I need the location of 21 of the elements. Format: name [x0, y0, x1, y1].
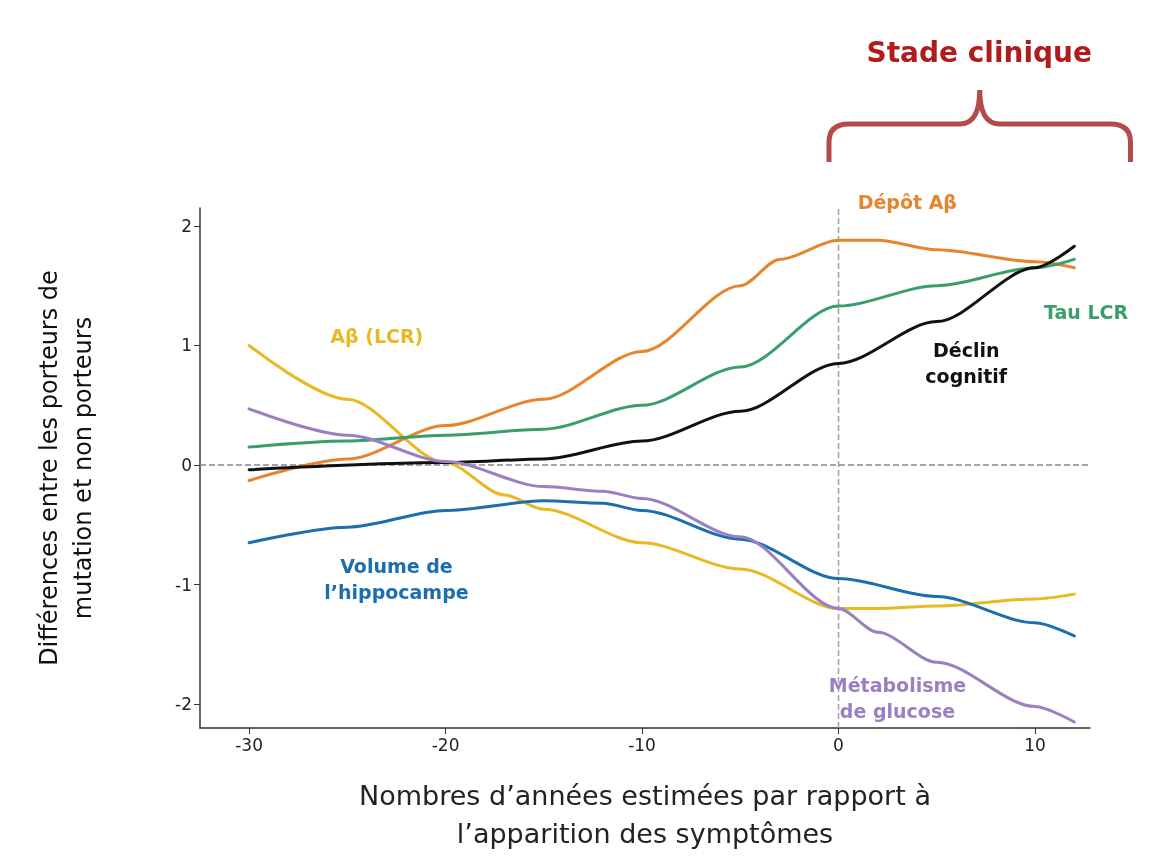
y-tick-label: -2 — [175, 694, 192, 715]
x-tick-label: -30 — [235, 734, 264, 755]
x-tick-label: -20 — [431, 734, 460, 755]
x-tick-label: 10 — [1024, 734, 1046, 755]
series-label: Déclin cognitif — [925, 339, 1008, 388]
x-tick-label: 0 — [833, 734, 844, 755]
series-label: Volume de l’hippocampe — [324, 554, 469, 603]
series-label: Dépôt Aβ — [857, 191, 957, 214]
y-tick-label: -1 — [175, 574, 192, 595]
line-series — [247, 407, 1076, 724]
y-axis-title: Différences entre les porteurs de mutation et non porteurs — [35, 270, 97, 666]
y-tick-label: 2 — [181, 215, 192, 236]
x-axis-title: Nombres d’années estimées par rapport à l’apparition des symptômes — [359, 779, 931, 849]
y-tick-label: 1 — [181, 335, 192, 356]
x-tick-label: -10 — [628, 734, 656, 755]
series-label: Métabolisme de glucose — [828, 674, 967, 723]
series-label: Tau LCR — [1043, 301, 1129, 323]
y-tick-label: 0 — [181, 455, 192, 476]
line-series — [247, 499, 1076, 638]
text: Stade clinique — [866, 35, 1093, 69]
text: Aβ (LCR) — [330, 324, 424, 347]
